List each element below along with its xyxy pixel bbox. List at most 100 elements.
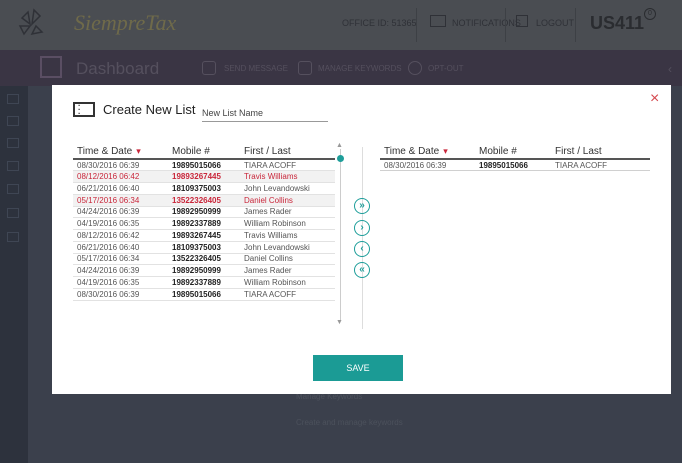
sort-down-icon[interactable]: ▾ — [136, 146, 141, 156]
cell-name: William Robinson — [240, 276, 335, 289]
cell-mobile: 19892337889 — [168, 276, 240, 289]
cell-mobile: 19892950999 — [168, 206, 240, 219]
table-row[interactable]: 06/21/2016 06:40 18109375003 John Levandow… — [73, 241, 335, 254]
chevron-left-icon[interactable]: ‹ — [354, 241, 370, 257]
table-row[interactable]: 08/30/2016 06:39 19895015066 TIARA ACOFF — [380, 159, 650, 172]
divider — [575, 8, 576, 42]
cell-date: 08/12/2016 06:42 — [73, 170, 168, 183]
chevron-left-icon[interactable]: ‹ — [668, 62, 672, 76]
cell-name: TIARA ACOFF — [240, 288, 335, 301]
table-header-row: Time & Date ▾ Mobile # First / Last — [380, 145, 650, 160]
column-header-date[interactable]: Time & Date ▾ — [380, 145, 475, 160]
double-chevron-left-icon[interactable]: « — [354, 262, 370, 278]
cell-date: 05/17/2016 06:34 — [73, 253, 168, 266]
cell-date: 08/30/2016 06:39 — [73, 159, 168, 172]
table-row[interactable]: 08/12/2016 06:42 19893267445 Travis Willia… — [73, 229, 335, 242]
list-name-input[interactable] — [202, 104, 328, 122]
office-id: OFFICE ID: 51365 — [342, 18, 417, 28]
logo-text: SiempreTax — [74, 10, 177, 35]
column-header-mobile[interactable]: Mobile # — [168, 145, 240, 160]
table-row[interactable]: 08/12/2016 06:42 19893267445 Travis Willia… — [73, 170, 335, 183]
cell-mobile: 19895015066 — [475, 159, 551, 172]
sidebar-icon-7[interactable] — [7, 232, 19, 242]
nav-manage-keywords[interactable]: MANAGE KEYWORDS — [318, 64, 402, 73]
cell-date: 08/12/2016 06:42 — [73, 229, 168, 242]
cell-date: 04/24/2016 06:39 — [73, 206, 168, 219]
table-row[interactable]: 08/30/2016 06:39 19895015066 TIARA ACOFF — [73, 288, 335, 301]
brand-badge: 0 — [644, 8, 656, 20]
cell-mobile: 19895015066 — [168, 288, 240, 301]
cell-date: 04/24/2016 06:39 — [73, 264, 168, 277]
sidebar-icon-5[interactable] — [7, 184, 19, 194]
divider — [416, 8, 417, 42]
table-row[interactable]: 06/21/2016 06:40 18109375003 John Levandow… — [73, 182, 335, 195]
contacts-list-scroll[interactable]: Time & Date ▾ Mobile # First / Last 08/30… — [73, 145, 335, 325]
cell-date: 06/21/2016 06:40 — [73, 241, 168, 254]
column-header-mobile[interactable]: Mobile # — [475, 145, 551, 160]
list-icon: · · · — [73, 102, 95, 118]
sidebar-icon-2[interactable] — [7, 116, 19, 126]
scroll-down-icon[interactable]: ▼ — [336, 319, 343, 326]
nav-opt-out[interactable]: OPT-OUT — [428, 64, 464, 73]
bg-heading: Manage Keywords — [296, 392, 363, 401]
sidebar-icon-1[interactable] — [7, 94, 19, 104]
column-header-name[interactable]: First / Last — [551, 145, 650, 160]
table-row[interactable]: 04/24/2016 06:39 19892950999 James Rader — [73, 264, 335, 277]
cell-name: John Levandowski — [240, 182, 335, 195]
sidebar-icon-4[interactable] — [7, 161, 19, 171]
page-title: Dashboard — [76, 59, 160, 78]
cell-name: Travis Williams — [240, 229, 335, 242]
table-row[interactable]: 05/17/2016 06:34 13522326405 Daniel Collin… — [73, 253, 335, 266]
mail-icon — [430, 15, 446, 27]
sidebar-icon-3[interactable] — [7, 138, 19, 148]
save-button[interactable]: SAVE — [313, 355, 403, 381]
logout-link[interactable]: LOGOUT — [536, 18, 575, 28]
table-row[interactable]: 04/19/2016 06:35 19892337889 William Robin… — [73, 276, 335, 289]
table-row[interactable]: 08/30/2016 06:39 19895015066 TIARA ACOFF — [73, 159, 335, 172]
divider — [505, 8, 506, 42]
bg-subtext: Create and manage keywords — [296, 418, 403, 427]
cell-mobile: 18109375003 — [168, 241, 240, 254]
cell-name: Travis Williams — [240, 170, 335, 183]
sidebar — [0, 86, 28, 463]
cell-mobile: 19895015066 — [168, 159, 240, 172]
send-message-icon — [202, 61, 216, 75]
cell-date: 08/30/2016 06:39 — [73, 288, 168, 301]
chevron-right-icon[interactable]: › — [354, 220, 370, 236]
contacts-table: Time & Date ▾ Mobile # First / Last 08/30… — [73, 145, 335, 301]
opt-out-icon — [408, 61, 422, 75]
column-header-date[interactable]: Time & Date ▾ — [73, 145, 168, 160]
cell-mobile: 19893267445 — [168, 170, 240, 183]
cell-name: Daniel Collins — [240, 253, 335, 266]
table-header-row: Time & Date ▾ Mobile # First / Last — [73, 145, 335, 160]
cell-name: James Rader — [240, 264, 335, 277]
dashboard-icon — [40, 56, 62, 78]
cell-name: TIARA ACOFF — [551, 159, 650, 172]
sidebar-icon-6[interactable] — [7, 208, 19, 218]
table-row[interactable]: 04/19/2016 06:35 19892337889 William Robin… — [73, 217, 335, 230]
cell-mobile: 19892337889 — [168, 217, 240, 230]
brand-logo: US411 — [590, 13, 645, 33]
cell-mobile: 19892950999 — [168, 264, 240, 277]
scrollbar-track[interactable] — [340, 149, 341, 321]
modal-title: Create New List — [103, 102, 196, 117]
nav-bar: Dashboard SEND MESSAGE MANAGE KEYWORDS O… — [0, 50, 682, 86]
scroll-up-icon[interactable]: ▲ — [336, 142, 343, 149]
cell-mobile: 13522326405 — [168, 194, 240, 207]
cell-date: 08/30/2016 06:39 — [380, 159, 475, 172]
scrollbar-thumb[interactable] — [337, 155, 344, 162]
close-icon[interactable]: × — [650, 90, 660, 107]
cell-date: 06/21/2016 06:40 — [73, 182, 168, 195]
cell-name: Daniel Collins — [240, 194, 335, 207]
column-header-name[interactable]: First / Last — [240, 145, 335, 160]
cell-mobile: 19893267445 — [168, 229, 240, 242]
sort-down-icon[interactable]: ▾ — [443, 146, 448, 156]
double-chevron-right-icon[interactable]: » — [354, 198, 370, 214]
cell-name: TIARA ACOFF — [240, 159, 335, 172]
cell-name: William Robinson — [240, 217, 335, 230]
logout-icon — [516, 15, 528, 27]
notifications-link[interactable]: NOTIFICATIONS — [452, 18, 521, 28]
table-row[interactable]: 05/17/2016 06:34 13522326405 Daniel Collin… — [73, 194, 335, 207]
table-row[interactable]: 04/24/2016 06:39 19892950999 James Rader — [73, 206, 335, 219]
nav-send-message[interactable]: SEND MESSAGE — [224, 64, 289, 73]
